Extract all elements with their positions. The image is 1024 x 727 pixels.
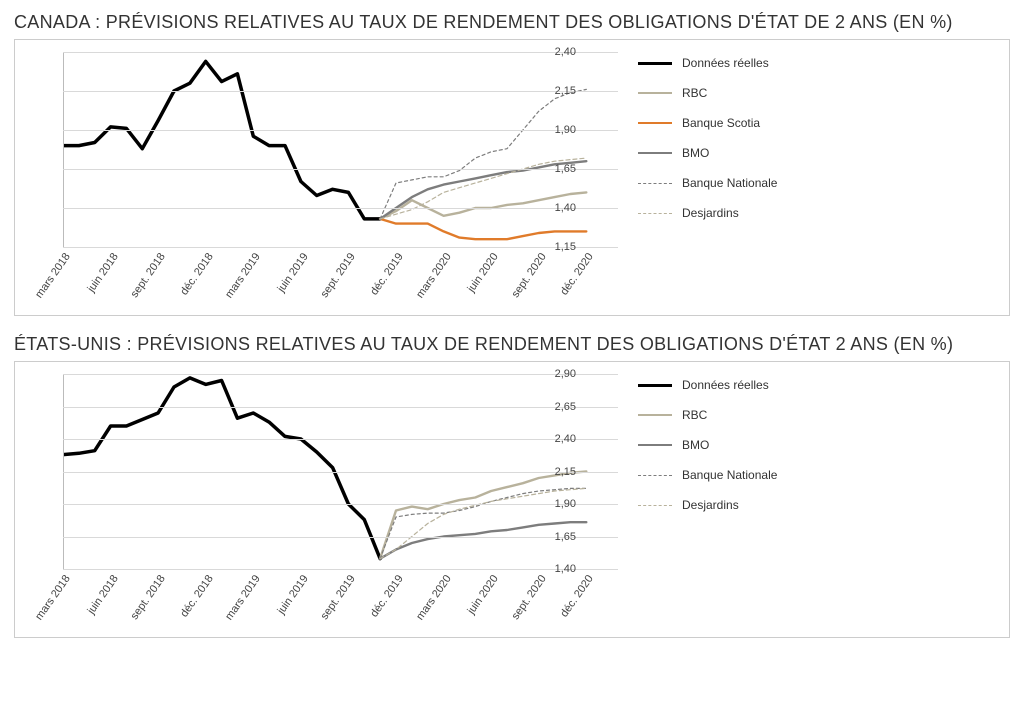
legend-label: Desjardins (682, 498, 739, 512)
page: { "chart1": { "title": "CANADA : PRÉVISI… (0, 0, 1024, 672)
y-tick-label: 1,90 (555, 498, 576, 510)
x-tick-label: juin 2020 (466, 573, 501, 616)
series-line (380, 219, 586, 239)
legend-item: RBC (638, 408, 777, 422)
gridline (63, 169, 618, 170)
x-tick-label: mars 2019 (223, 251, 263, 300)
x-tick-label: déc. 2020 (559, 573, 597, 619)
y-tick-label: 2,15 (555, 466, 576, 478)
legend-swatch (638, 444, 672, 446)
x-tick-label: sept. 2020 (509, 251, 548, 300)
y-tick-label: 2,15 (555, 85, 576, 97)
y-tick-label: 1,65 (555, 163, 576, 175)
legend-swatch (638, 183, 672, 184)
x-tick-label: mars 2018 (33, 251, 73, 300)
chart1-container: 1,151,401,651,902,152,40 Données réelles… (14, 39, 1010, 316)
legend-item: Desjardins (638, 206, 777, 220)
legend-item: Données réelles (638, 378, 777, 392)
legend-item: Banque Scotia (638, 116, 777, 130)
legend-label: Données réelles (682, 56, 769, 70)
x-tick-label: sept. 2018 (129, 573, 168, 622)
gridline (63, 472, 618, 473)
legend-label: BMO (682, 438, 709, 452)
chart2-title: ÉTATS-UNIS : PRÉVISIONS RELATIVES AU TAU… (14, 334, 1010, 355)
legend-item: Banque Nationale (638, 468, 777, 482)
y-tick-label: 2,40 (555, 433, 576, 445)
legend-item: Banque Nationale (638, 176, 777, 190)
chart1-title: CANADA : PRÉVISIONS RELATIVES AU TAUX DE… (14, 12, 1010, 33)
legend-item: RBC (638, 86, 777, 100)
x-tick-label: déc. 2018 (178, 573, 216, 619)
y-tick-label: 2,65 (555, 401, 576, 413)
legend-swatch (638, 213, 672, 214)
legend-swatch (638, 122, 672, 124)
legend-swatch (638, 92, 672, 94)
legend-label: Banque Scotia (682, 116, 760, 130)
gridline (63, 374, 618, 375)
legend-swatch (638, 152, 672, 154)
x-tick-label: sept. 2019 (319, 573, 358, 622)
chart2-plot: 1,401,651,902,152,402,652,90 (63, 374, 618, 569)
legend-swatch (638, 62, 672, 65)
gridline (63, 407, 618, 408)
legend-item: Desjardins (638, 498, 777, 512)
y-tick-label: 2,40 (555, 46, 576, 58)
gridline (63, 208, 618, 209)
legend-item: BMO (638, 438, 777, 452)
x-tick-label: déc. 2019 (368, 251, 406, 297)
x-tick-label: sept. 2020 (509, 573, 548, 622)
y-tick-label: 1,65 (555, 531, 576, 543)
chart1-legend: Données réelles RBC Banque Scotia BMO Banque… (638, 52, 777, 247)
series-line (63, 378, 380, 559)
x-tick-label: juin 2019 (275, 251, 310, 294)
x-tick-label: mars 2020 (414, 573, 454, 622)
gridline (63, 52, 618, 53)
x-tick-label: juin 2018 (85, 573, 120, 616)
x-tick-label: sept. 2018 (129, 251, 168, 300)
x-tick-label: mars 2019 (223, 573, 263, 622)
gridline (63, 504, 618, 505)
legend-swatch (638, 414, 672, 416)
legend-label: Desjardins (682, 206, 739, 220)
gridline (63, 130, 618, 131)
legend-label: Banque Nationale (682, 468, 777, 482)
legend-label: RBC (682, 408, 707, 422)
x-tick-label: mars 2020 (414, 251, 454, 300)
legend-label: RBC (682, 86, 707, 100)
x-tick-label: juin 2019 (275, 573, 310, 616)
chart2-container: 1,401,651,902,152,402,652,90 Données rée… (14, 361, 1010, 638)
legend-label: Données réelles (682, 378, 769, 392)
x-tick-label: déc. 2020 (559, 251, 597, 297)
x-tick-label: sept. 2019 (319, 251, 358, 300)
legend-item: Données réelles (638, 56, 777, 70)
x-tick-label: déc. 2019 (368, 573, 406, 619)
chart2-legend: Données réelles RBC BMO Banque Nationale Des… (638, 374, 777, 569)
x-tick-label: juin 2020 (466, 251, 501, 294)
chart2-x-labels: mars 2018juin 2018sept. 2018déc. 2018mar… (63, 569, 618, 631)
x-tick-label: mars 2018 (33, 573, 73, 622)
x-tick-label: déc. 2018 (178, 251, 216, 297)
legend-label: Banque Nationale (682, 176, 777, 190)
y-tick-label: 2,90 (555, 368, 576, 380)
legend-swatch (638, 505, 672, 506)
series-line (63, 61, 380, 219)
legend-swatch (638, 475, 672, 476)
x-tick-label: juin 2018 (85, 251, 120, 294)
legend-label: BMO (682, 146, 709, 160)
gridline (63, 439, 618, 440)
y-tick-label: 1,90 (555, 124, 576, 136)
y-tick-label: 1,40 (555, 202, 576, 214)
chart1-x-labels: mars 2018juin 2018sept. 2018déc. 2018mar… (63, 247, 618, 309)
legend-swatch (638, 384, 672, 387)
chart1-plot: 1,151,401,651,902,152,40 (63, 52, 618, 247)
gridline (63, 537, 618, 538)
gridline (63, 91, 618, 92)
chart1-svg (63, 52, 618, 247)
legend-item: BMO (638, 146, 777, 160)
